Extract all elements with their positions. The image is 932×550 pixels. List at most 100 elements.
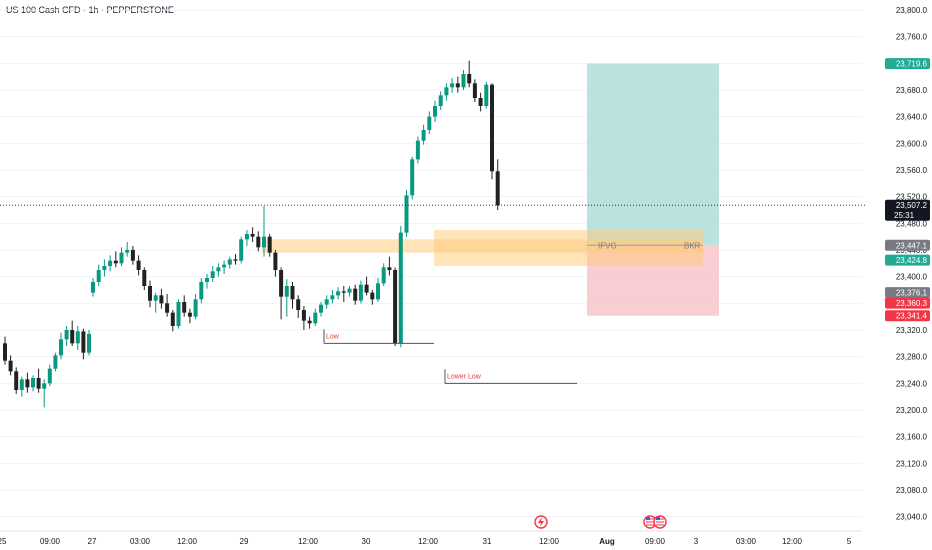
price-badge-label: 23,341.4 xyxy=(896,312,928,321)
candle-body xyxy=(267,236,272,253)
candle-body xyxy=(455,83,460,88)
price-tick-label: 23,760.0 xyxy=(896,33,928,42)
zone-label: BKR xyxy=(684,241,701,250)
time-tick-label: 12:00 xyxy=(539,537,560,546)
candle-body xyxy=(239,239,244,261)
candle-body xyxy=(227,259,232,265)
time-tick-label: 03:00 xyxy=(130,537,151,546)
time-tick-label: 31 xyxy=(483,537,492,546)
profit-zone xyxy=(587,63,719,246)
candle-body xyxy=(410,159,415,196)
candle-body xyxy=(75,331,80,344)
candle-body xyxy=(262,236,266,248)
time-tick-label: 12:00 xyxy=(298,537,319,546)
candle-body xyxy=(193,299,198,317)
candle-body xyxy=(244,234,249,240)
candle-body xyxy=(233,259,238,261)
candle-body xyxy=(136,260,141,270)
candle-body xyxy=(187,312,192,317)
candle-body xyxy=(495,171,500,206)
fvg-zone xyxy=(434,230,703,266)
candle-body xyxy=(148,286,152,301)
candle-body xyxy=(490,84,494,172)
chart-grid xyxy=(0,9,862,518)
price-tick-label: 23,160.0 xyxy=(896,433,928,442)
price-tick-label: 23,600.0 xyxy=(896,139,928,148)
candle-body xyxy=(3,343,7,361)
candle-body xyxy=(19,379,24,390)
candle-body xyxy=(415,140,420,160)
candle-body xyxy=(364,284,369,293)
candle-body xyxy=(153,295,158,301)
time-tick-label: Aug xyxy=(599,537,615,546)
candle-body xyxy=(296,299,301,310)
candle-body xyxy=(87,334,91,353)
candle-body xyxy=(472,83,477,98)
price-axis-bg xyxy=(866,0,932,550)
candle-body xyxy=(119,252,124,264)
time-axis[interactable]: 25 09:00 27 03:00 12:00 29 12:00 30 12:00 31 12:00… xyxy=(0,515,862,546)
candle-body xyxy=(53,355,58,369)
candle-body xyxy=(438,95,443,106)
candle-body xyxy=(319,304,323,313)
time-tick-label: 29 xyxy=(240,537,249,546)
candle-body xyxy=(290,286,295,300)
price-tick-label: 23,200.0 xyxy=(896,406,928,415)
countdown-label: 25:31 xyxy=(894,211,915,220)
price-tick-label: 23,280.0 xyxy=(896,353,928,362)
candle-body xyxy=(165,303,170,313)
candle-body xyxy=(358,284,363,301)
candle-body xyxy=(461,74,466,88)
candle-body xyxy=(478,98,483,106)
candle-body xyxy=(159,295,164,304)
price-tick-label: 23,320.0 xyxy=(896,326,928,335)
price-badge xyxy=(885,239,930,251)
price-badge-label: 23,376.1 xyxy=(896,289,928,298)
candle-body xyxy=(398,232,403,344)
price-tick-label: 23,120.0 xyxy=(896,459,928,468)
price-badge-label: 23,424.8 xyxy=(896,256,928,265)
candle-body xyxy=(336,291,341,296)
candle-body xyxy=(216,267,221,272)
candle-body xyxy=(205,278,209,282)
candle-body xyxy=(444,87,449,96)
time-tick-label: 27 xyxy=(88,537,97,546)
candle-body xyxy=(467,74,472,84)
candle-body xyxy=(81,331,86,353)
swing-label: Lower Low xyxy=(447,373,482,380)
candles xyxy=(3,60,500,408)
candle-body xyxy=(450,83,455,88)
candle-body xyxy=(176,302,181,326)
time-tick-label: 3 xyxy=(694,537,699,546)
candle-body xyxy=(25,379,30,388)
candle-body xyxy=(256,236,261,248)
candle-body xyxy=(91,282,95,293)
candle-body xyxy=(170,312,175,326)
price-tick-label: 23,800.0 xyxy=(896,6,928,15)
candle-body xyxy=(222,264,227,268)
time-tick-label: 30 xyxy=(362,537,371,546)
candle-body xyxy=(387,267,392,270)
price-badge xyxy=(885,287,930,299)
candle-body xyxy=(484,84,489,106)
price-tick-label: 23,080.0 xyxy=(896,486,928,495)
candle-body xyxy=(8,360,13,372)
price-axis[interactable]: 23,040.0 23,080.0 23,120.0 23,160.0 23,200.0… xyxy=(866,0,932,550)
candle-body xyxy=(427,116,432,130)
candle-body xyxy=(96,270,101,282)
swing-label: Low xyxy=(326,333,340,340)
candle-body xyxy=(64,330,69,340)
price-tick-label: 23,680.0 xyxy=(896,86,928,95)
price-tick-label: 23,560.0 xyxy=(896,166,928,175)
candle-body xyxy=(182,302,187,313)
candle-body xyxy=(31,378,35,388)
drawing-zones[interactable]: IFVG BKR xyxy=(262,63,719,316)
candle-body xyxy=(130,250,135,261)
price-tick-label: 23,520.0 xyxy=(896,193,928,202)
candle-body xyxy=(433,106,437,117)
candle-body xyxy=(210,271,215,278)
candle-body xyxy=(142,270,147,286)
candle-body xyxy=(421,130,426,141)
candle-body xyxy=(70,330,75,344)
